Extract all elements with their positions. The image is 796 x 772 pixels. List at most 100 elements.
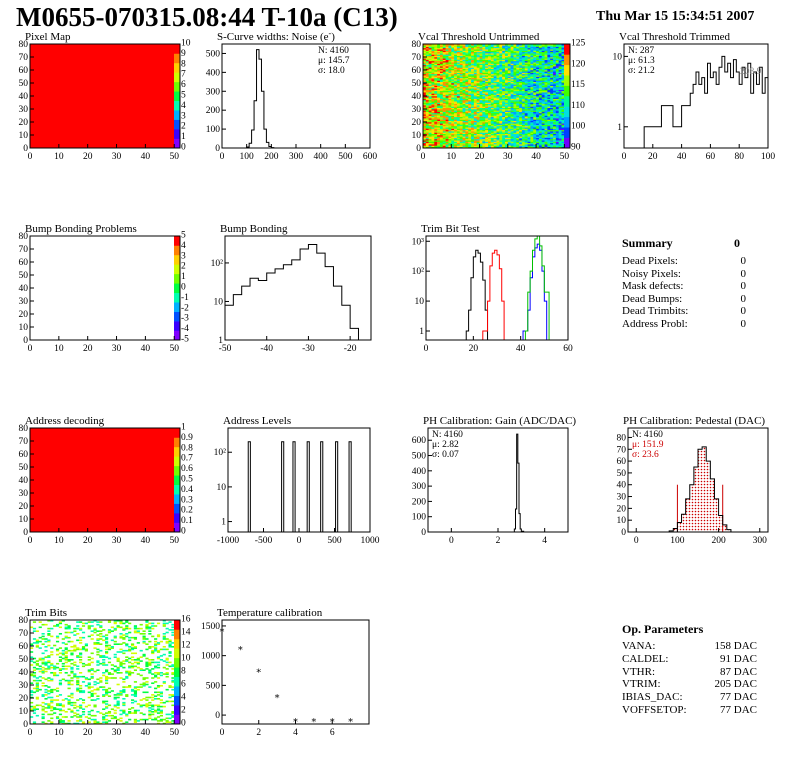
heatmap-cell xyxy=(439,80,444,82)
heatmap-cell xyxy=(431,62,435,64)
heatmap-cell xyxy=(437,46,441,49)
heatmap-cell xyxy=(488,55,492,58)
heatmap-cell xyxy=(462,101,466,103)
heatmap-cell xyxy=(425,94,429,97)
heatmap-cell xyxy=(451,79,455,81)
heatmap-cell xyxy=(516,131,520,133)
heatmap-cell xyxy=(502,94,506,97)
heatmap-cell xyxy=(468,90,472,93)
heatmap-cell xyxy=(437,140,441,142)
heatmap-cell xyxy=(423,137,427,140)
heatmap-cell xyxy=(428,68,432,71)
heatmap-cell xyxy=(476,79,480,81)
heatmap-cell xyxy=(459,53,463,55)
heatmap-cell xyxy=(527,144,531,146)
heatmap-cell xyxy=(434,68,438,71)
heatmap-cell xyxy=(485,103,489,106)
heatmap-cell xyxy=(504,96,509,98)
heatmap-cell xyxy=(516,45,520,47)
heatmap-cell xyxy=(490,97,494,99)
heatmap-cell xyxy=(504,109,509,111)
heatmap-cell xyxy=(454,138,458,141)
heatmap-cell xyxy=(47,707,51,709)
heatmap-cell xyxy=(448,97,452,99)
heatmap-cell xyxy=(473,45,478,47)
heatmap-cell xyxy=(530,85,534,88)
heatmap-cell xyxy=(425,133,429,136)
heatmap-cell xyxy=(439,58,444,60)
heatmap-cell xyxy=(459,137,463,140)
x-tick-label: 0 xyxy=(297,536,302,546)
heatmap-cell xyxy=(530,47,534,50)
heatmap-cell xyxy=(454,103,458,106)
heatmap-cell xyxy=(50,647,54,649)
heatmap-cell xyxy=(437,106,441,108)
heatmap-cell xyxy=(451,59,455,62)
heatmap-cell xyxy=(558,68,562,71)
heatmap-cell xyxy=(462,102,466,105)
heatmap-cell xyxy=(536,141,540,144)
heatmap-cell xyxy=(541,106,545,108)
heatmap-cell xyxy=(32,669,37,671)
heatmap-cell xyxy=(538,70,543,72)
heatmap-cell xyxy=(499,53,503,55)
heatmap-cell xyxy=(428,81,432,84)
heatmap-cell xyxy=(442,84,446,86)
heatmap-cell xyxy=(521,146,526,149)
heatmap-cell xyxy=(530,73,534,76)
heatmap-cell xyxy=(451,51,455,54)
heatmap-cell xyxy=(442,75,446,77)
heatmap-cell xyxy=(437,76,441,79)
heatmap-cell xyxy=(527,123,531,125)
heatmap-cell xyxy=(544,115,548,118)
heatmap-cell xyxy=(468,70,472,72)
heatmap-cell xyxy=(488,110,492,112)
heatmap-cell xyxy=(527,72,531,75)
heatmap-cell xyxy=(462,83,466,85)
heatmap-cell xyxy=(521,144,526,146)
heatmap-cell xyxy=(431,101,435,103)
heatmap-cell xyxy=(547,136,551,138)
heatmap-cell xyxy=(527,99,531,102)
heatmap-cell xyxy=(437,107,441,110)
heatmap-cell xyxy=(456,75,461,77)
heatmap-cell xyxy=(499,88,503,90)
heatmap-cell xyxy=(553,137,557,140)
heatmap-cell xyxy=(553,66,557,68)
heatmap-cell xyxy=(510,125,514,128)
heatmap-cell xyxy=(423,60,427,63)
heatmap-cell xyxy=(555,51,559,54)
heatmap-cell xyxy=(496,89,500,92)
heatmap-cell xyxy=(445,98,449,101)
heatmap-cell xyxy=(544,86,548,89)
heatmap-cell xyxy=(456,57,461,59)
heatmap-cell xyxy=(561,47,565,50)
heatmap-cell xyxy=(547,102,551,105)
heatmap-cell xyxy=(510,106,514,108)
heatmap-cell xyxy=(538,85,543,88)
heatmap-cell xyxy=(437,98,441,101)
heatmap-cell xyxy=(32,672,37,674)
heatmap-cell xyxy=(428,146,432,149)
heatmap-cell xyxy=(482,107,486,110)
y-tick-label: 300 xyxy=(206,87,221,97)
heatmap-cell xyxy=(524,138,528,141)
heatmap-cell xyxy=(553,136,557,138)
heatmap-cell xyxy=(485,97,489,99)
heatmap-cell xyxy=(521,67,526,69)
heatmap-cell xyxy=(490,96,494,98)
y-tick-label: 70 xyxy=(19,245,29,255)
heatmap-cell xyxy=(462,68,466,71)
heatmap-cell xyxy=(502,99,506,102)
heatmap-cell xyxy=(434,75,438,77)
heatmap-cell xyxy=(544,109,548,111)
heatmap-cell xyxy=(490,51,494,54)
y-tick-label: 0 xyxy=(23,336,28,346)
heatmap-cell xyxy=(519,99,523,102)
heatmap-cell xyxy=(428,63,432,66)
heatmap-cell xyxy=(61,716,65,718)
heatmap-cell xyxy=(485,55,489,58)
heatmap-cell xyxy=(448,107,452,110)
heatmap-cell xyxy=(544,50,548,53)
